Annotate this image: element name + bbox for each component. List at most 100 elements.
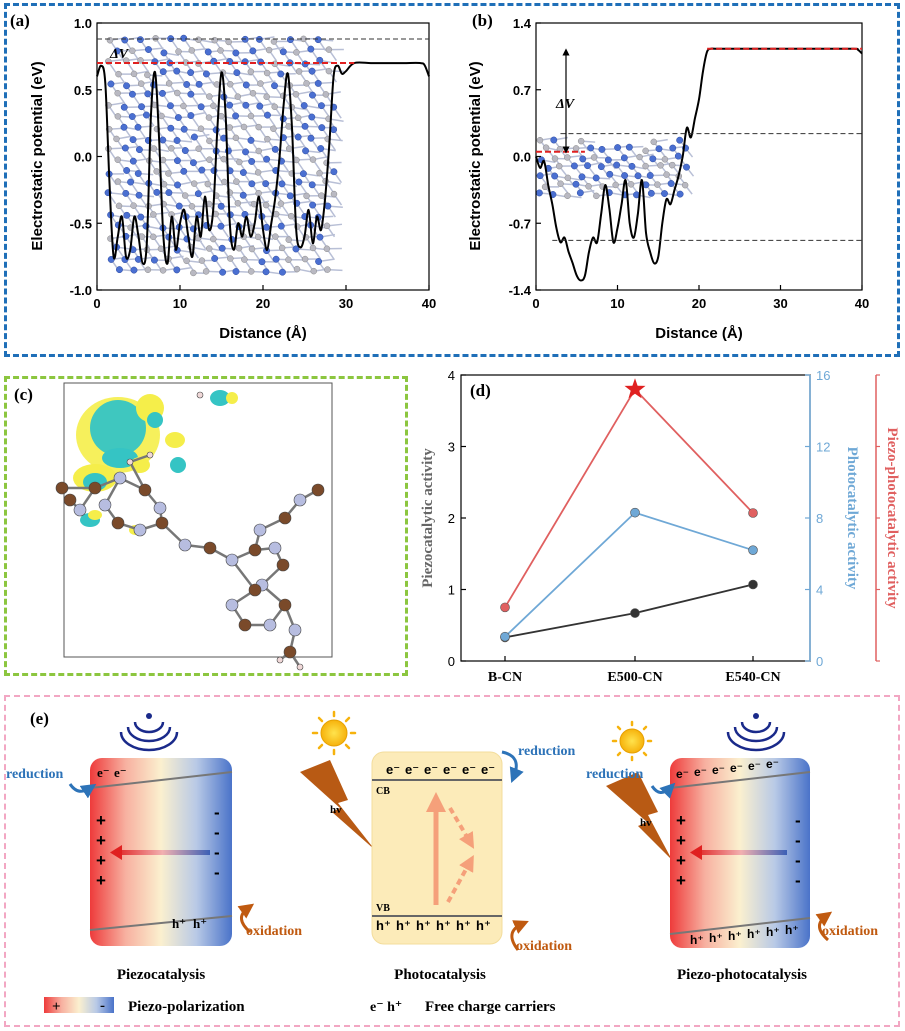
plot-frame-d: [460, 374, 811, 662]
panel-e: (e) e⁻ e⁻ h⁺ h⁺ + + + + - - - -: [6, 709, 878, 1015]
x-tick-label: 10: [173, 296, 187, 311]
svg-text:-: -: [795, 871, 801, 890]
panel-label-a: (a): [10, 11, 30, 30]
svg-text:-: -: [214, 803, 220, 822]
left-tick-label: 2: [448, 511, 455, 526]
molecule-structure-b: [535, 136, 695, 200]
molecule-structure-c: [55, 391, 325, 671]
x-tick-label: 40: [422, 296, 436, 311]
data-point: [748, 508, 758, 518]
electron-label: e⁻: [97, 765, 110, 780]
y-tick-label: -0.7: [509, 216, 531, 231]
svg-text:+: +: [96, 871, 106, 890]
data-point: [500, 602, 510, 613]
sound-wave-icon: [740, 721, 772, 734]
vb-label: VB: [376, 903, 390, 914]
series-line: [504, 511, 754, 638]
electron-symbol: e⁻: [766, 757, 779, 771]
x-axis-label-a: Distance (Å): [219, 325, 307, 342]
left-tick-label: 0: [448, 654, 455, 669]
scheme-legend: + - Piezo-polarization e⁻ h⁺ Free charge…: [44, 997, 556, 1015]
x-tick-label: 20: [256, 296, 270, 311]
cb-label: CB: [376, 786, 390, 797]
svg-text:-: -: [795, 811, 801, 830]
frame-c: [4, 376, 408, 676]
hole-label: h⁺: [172, 916, 186, 931]
panel-label-c: (c): [14, 385, 33, 404]
svg-text:+: +: [96, 851, 106, 870]
data-point: [748, 545, 758, 555]
panel-c: (c): [14, 382, 333, 671]
x-tick-label: 10: [610, 296, 624, 311]
oxidation-label-2: oxidation: [516, 939, 572, 954]
category-label: E540-CN: [725, 670, 780, 685]
x-tick-label: 0: [93, 296, 100, 311]
photocatalysis-scheme: hv CB VB e⁻ e⁻ e⁻ e⁻ e⁻ e⁻ h⁺ h⁺ h⁺ h⁺ h⁺ h⁺ reduc…: [300, 710, 576, 983]
panel-label-b: (b): [472, 11, 493, 30]
legend-carriers-label: Free charge carriers: [425, 999, 556, 1015]
potential-curve-b: [535, 47, 863, 282]
photo-title: Photocatalysis: [394, 967, 486, 983]
reduction-arrow-icon: [650, 782, 676, 799]
piezophoto-title: Piezo-photocatalysis: [677, 967, 807, 983]
piezocatalysis-scheme: e⁻ e⁻ h⁺ h⁺ + + + + - - - - reduction ox…: [6, 713, 302, 983]
oxidation-arrow-icon: [510, 920, 529, 951]
right-axis-label-piezophoto: Piezo-photocatalytic activity: [884, 427, 900, 609]
svg-text:-: -: [214, 823, 220, 842]
y-tick-label: 0.0: [74, 150, 92, 165]
y-axis-label-b: Electrostatic potential (eV): [467, 61, 484, 250]
electron-symbol: e⁻: [481, 762, 495, 777]
y-axis-label-a: Electrostatic potential (eV): [29, 61, 46, 250]
electron-symbol: e⁻: [730, 761, 743, 775]
svg-text:+: +: [676, 811, 686, 830]
svg-text:h⁺: h⁺: [193, 916, 207, 931]
category-label: E500-CN: [607, 670, 662, 685]
x-tick-label: 40: [855, 296, 869, 311]
category-label: B-CN: [488, 670, 522, 685]
legend-polarization-label: Piezo-polarization: [128, 999, 245, 1015]
hole-symbol: h⁺: [376, 918, 391, 933]
reduction-label-1: reduction: [6, 767, 64, 782]
oxidation-label-3: oxidation: [822, 924, 878, 939]
svg-text:+: +: [676, 851, 686, 870]
data-point: [630, 608, 640, 618]
svg-text:+: +: [96, 811, 106, 830]
right-tick-label: 16: [816, 368, 830, 383]
lightning-hv-icon: [300, 760, 375, 850]
polarization-arrow: [115, 850, 210, 855]
electron-symbol: e⁻: [748, 759, 761, 773]
sun-icon: [311, 710, 357, 756]
electron-symbol: e⁻: [405, 762, 419, 777]
x-tick-label: 30: [773, 296, 787, 311]
left-tick-label: 4: [448, 368, 455, 383]
x-tick-label: 30: [339, 296, 353, 311]
electron-symbol: e⁻: [712, 763, 725, 777]
y-tick-label: 0.5: [74, 83, 92, 98]
electron-symbol: e⁻: [386, 762, 400, 777]
panel-label-e: (e): [30, 709, 49, 728]
panel-label-d: (d): [470, 381, 491, 400]
y-tick-label: 1.0: [74, 16, 92, 31]
hole-symbol: h⁺: [476, 918, 491, 933]
molecule-structure-a: [104, 34, 344, 277]
electron-symbol: e⁻: [676, 767, 689, 781]
y-tick-label: 0.7: [513, 83, 531, 98]
reduction-arrow-icon: [68, 783, 97, 799]
hole-symbol: h⁺: [690, 933, 704, 947]
y-tick-label: -1.4: [509, 283, 532, 298]
svg-text:+: +: [676, 831, 686, 850]
electron-symbol: e⁻: [694, 765, 707, 779]
hole-symbol: h⁺: [416, 918, 431, 933]
sound-wave-icon: [133, 721, 165, 734]
panel-a: (a) 0 10 20 30 40 -1.0 -0.5 0.0 0.5 1.0 ΔV Distan…: [10, 11, 436, 342]
y-tick-label: -0.5: [70, 216, 92, 231]
delta-v-label-a: ΔV: [109, 47, 130, 62]
reduction-label-3: reduction: [586, 767, 644, 782]
electron-symbol: e⁻: [462, 762, 476, 777]
frame-ab: [4, 3, 900, 357]
svg-text:-: -: [795, 851, 801, 870]
hv-label: hv: [330, 804, 342, 816]
lightning-hv-icon: [606, 772, 672, 860]
x-tick-label: 20: [692, 296, 706, 311]
